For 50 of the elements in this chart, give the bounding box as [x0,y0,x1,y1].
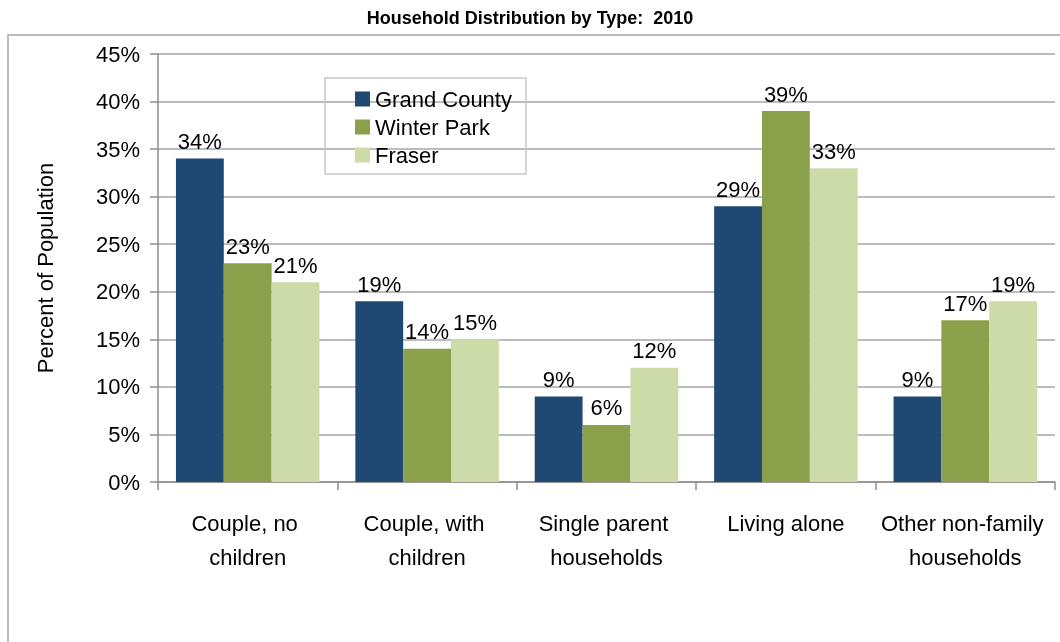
y-tick-label: 45% [95,41,140,67]
data-label: 17% [943,290,988,316]
bar [403,348,452,482]
bar [809,168,858,482]
bar [630,367,679,482]
data-label: 34% [177,129,222,155]
data-label: 39% [763,81,808,107]
y-axis-title: Percent of Population [32,162,58,374]
y-tick-label: 30% [95,184,140,210]
y-tick-label: 40% [95,89,140,115]
data-label: 23% [225,233,270,259]
data-label: 19% [991,271,1036,297]
x-tick-label: Couple, no children [191,510,304,570]
legend-label: Grand County [375,86,512,112]
bar [271,282,320,482]
bar [534,396,583,482]
legend-label: Winter Park [375,114,491,140]
bar [714,206,762,482]
y-tick-label: 0% [108,469,140,495]
data-label: 29% [716,176,761,202]
y-tick-label: 35% [95,136,140,162]
data-label: 19% [357,271,402,297]
data-label: 9% [542,366,575,392]
y-tick-label: 15% [95,326,140,352]
x-tick-label: Single parent households [538,510,675,570]
bar [582,424,631,482]
bar [223,263,272,482]
data-label: 14% [405,319,450,345]
legend-label: Fraser [375,142,439,168]
data-label: 21% [273,252,318,278]
data-label: 15% [452,309,497,335]
bar [941,320,990,482]
x-tick-label: Other non-family households [880,510,1050,570]
bar [175,158,224,482]
data-label: 33% [811,138,856,164]
x-tick-label: Living alone [727,510,845,536]
data-label: 9% [901,366,934,392]
bar [451,339,499,482]
chart-title: Household Distribution by Type: 2010 [366,8,694,28]
bar [355,301,404,482]
data-label: 12% [632,338,677,364]
x-tick-label: Couple, with children [363,510,491,570]
y-tick-label: 5% [108,421,140,447]
y-tick-label: 10% [95,374,140,400]
bar [989,301,1038,482]
data-label: 6% [590,395,623,421]
bar [893,396,942,482]
y-tick-label: 20% [95,279,140,305]
y-tick-label: 25% [95,231,140,257]
bar [761,111,810,482]
